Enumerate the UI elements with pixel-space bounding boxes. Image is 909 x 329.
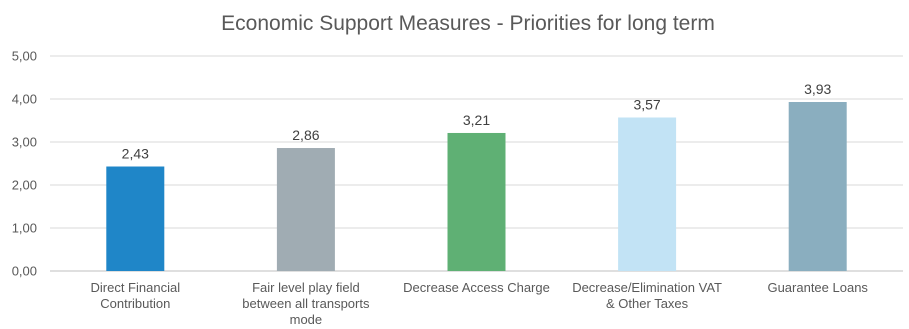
category-label-line: & Other Taxes <box>606 296 689 311</box>
category-label-line: between all transports <box>242 296 370 311</box>
category-label: Decrease/Elimination VAT & Other Taxes <box>572 280 722 311</box>
category-label-line: Decrease Access Charge <box>403 280 550 295</box>
data-labels: 2,43 2,86 3,21 3,57 3,93 <box>122 81 832 161</box>
bar <box>447 132 506 271</box>
y-tick-label: 3,00 <box>12 135 37 150</box>
category-label: Fair level play field between all transpo… <box>242 280 370 327</box>
y-tick-label: 1,00 <box>12 221 37 236</box>
y-tick-label: 2,00 <box>12 178 37 193</box>
data-label: 2,86 <box>292 127 319 143</box>
category-label-line: Fair level play field <box>252 280 360 295</box>
data-label: 3,93 <box>804 81 831 97</box>
category-label-line: Decrease/Elimination VAT <box>572 280 722 295</box>
y-tick-label: 4,00 <box>12 92 37 107</box>
bar <box>106 166 165 271</box>
y-tick-label: 5,00 <box>12 49 37 64</box>
category-label: Guarantee Loans <box>767 280 868 295</box>
category-label-line: Direct Financial <box>91 280 181 295</box>
bar <box>618 117 677 272</box>
category-label: Direct Financial Contribution <box>91 280 181 311</box>
category-label-line: Contribution <box>100 296 170 311</box>
x-axis-categories: Direct Financial Contribution Fair level p… <box>91 280 869 327</box>
bars <box>106 102 847 272</box>
category-label: Decrease Access Charge <box>403 280 550 295</box>
chart-title: Economic Support Measures - Priorities f… <box>221 12 715 35</box>
bar <box>276 148 335 271</box>
bar <box>788 102 847 271</box>
data-label: 3,21 <box>463 112 490 128</box>
y-axis-ticks: 0,00 1,00 2,00 3,00 4,00 5,00 <box>12 49 37 279</box>
category-label-line: mode <box>290 312 323 327</box>
data-label: 2,43 <box>122 146 149 162</box>
category-label-line: Guarantee Loans <box>767 280 868 295</box>
data-label: 3,57 <box>633 96 660 112</box>
y-tick-label: 0,00 <box>12 264 37 279</box>
